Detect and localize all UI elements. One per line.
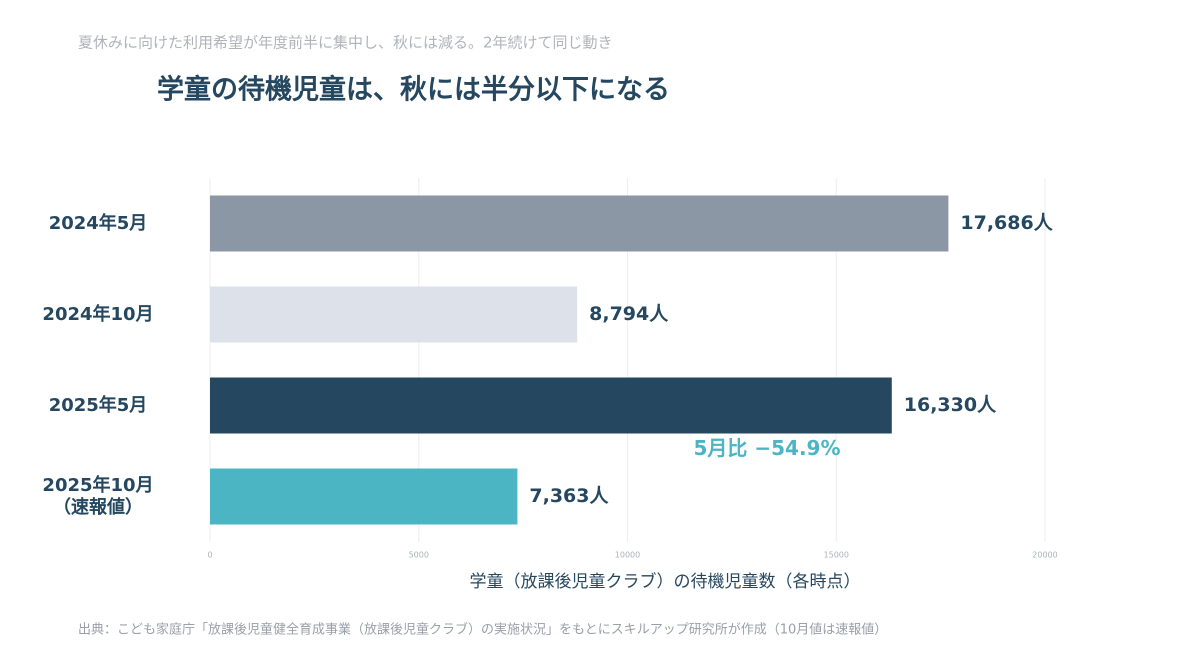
subtitle: 夏休みに向けた利用希望が年度前半に集中し、秋には減る。2年続けて同じ動き	[78, 34, 613, 52]
bar	[210, 377, 892, 434]
category-label: 2024年10月	[42, 303, 154, 325]
x-tick-label: 5000	[409, 551, 429, 560]
annotation: 5月比 −54.9%	[693, 436, 840, 460]
category-label: 2024年5月	[48, 212, 148, 234]
value-label: 7,363人	[529, 485, 609, 507]
bar	[210, 286, 578, 343]
category-label: 2025年5月	[48, 394, 148, 416]
value-label: 8,794人	[589, 303, 669, 325]
x-tick-label: 10000	[615, 551, 640, 560]
chart-title: 学童の待機児童は、秋には半分以下になる	[157, 74, 670, 106]
value-label: 16,330人	[904, 394, 997, 416]
x-axis-label: 学童（放課後児童クラブ）の待機児童数（各時点）	[470, 571, 861, 592]
x-tick-label: 15000	[824, 551, 849, 560]
x-tick-label: 0	[207, 551, 212, 560]
bar	[210, 195, 949, 252]
category-label: 2025年10月 （速報値）	[42, 474, 154, 518]
value-label: 17,686人	[960, 212, 1053, 234]
x-tick-label: 20000	[1032, 551, 1057, 560]
bar	[210, 468, 518, 525]
source-note: 出典：こども家庭庁「放課後児童健全育成事業（放課後児童クラブ）の実施状況」をもと…	[78, 622, 887, 638]
